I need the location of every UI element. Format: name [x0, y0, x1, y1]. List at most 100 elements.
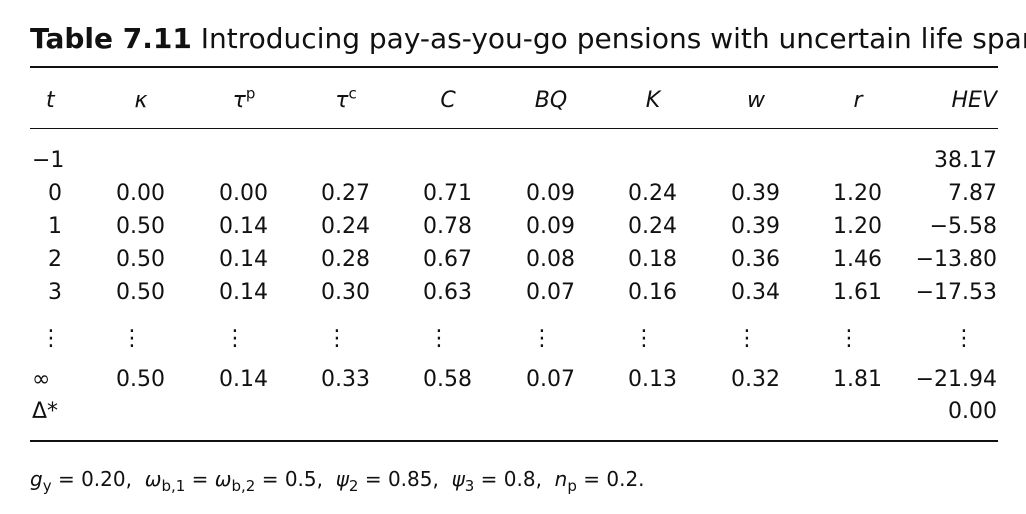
table-cell: ⋮	[121, 326, 143, 351]
note-text: = 0.85,	[358, 467, 439, 491]
table-note: gy = 0.20, ωb,1 = ωb,2 = 0.5, ψ2 = 0.85,…	[30, 466, 645, 495]
header-superscript: c	[348, 84, 357, 103]
table-cell: 0.14	[219, 247, 268, 272]
table-cell: 0.33	[321, 367, 370, 392]
table-cell: ⋮	[838, 326, 860, 351]
table-cell: 0.34	[731, 280, 780, 305]
table-cell: 0.07	[526, 367, 575, 392]
note-text: = 0.5,	[255, 467, 323, 491]
note-subscript: b,1	[161, 477, 186, 495]
table-cell: 0.00	[219, 181, 268, 206]
table-cell: −17.53	[915, 280, 997, 305]
table-cell: 0.50	[116, 280, 165, 305]
note-symbol: ω	[214, 467, 232, 491]
table-cell: 0.00	[948, 399, 997, 424]
table-cell: 0.39	[731, 214, 780, 239]
table-cell: 0.14	[219, 280, 268, 305]
header-symbol: r	[853, 88, 863, 113]
table-cell: 0.09	[526, 214, 575, 239]
table-cell: 0.71	[423, 181, 472, 206]
column-header: κ	[135, 88, 148, 114]
column-header: C	[440, 88, 455, 114]
title-text: Introducing pay-as-you-go pensions with …	[200, 22, 1026, 55]
note-text: = 0.2.	[576, 467, 645, 491]
table-cell: ⋮	[224, 326, 246, 351]
note-text: =	[185, 467, 209, 491]
header-rule	[30, 128, 998, 129]
table-cell: 0.32	[731, 367, 780, 392]
table-cell: 0.78	[423, 214, 472, 239]
table-cell: 0.24	[628, 214, 677, 239]
table-cell: ∞	[32, 367, 51, 392]
header-symbol: κ	[134, 88, 148, 113]
note-symbol: ψ	[451, 467, 465, 491]
table-cell: 0.50	[116, 367, 165, 392]
column-header: BQ	[535, 88, 567, 114]
table-cell: 0.27	[321, 181, 370, 206]
header-symbol: C	[440, 88, 456, 113]
table-cell: 1.20	[833, 214, 882, 239]
table-cell: 0.24	[321, 214, 370, 239]
header-symbol: K	[645, 88, 661, 113]
table-cell: 1.61	[833, 280, 882, 305]
table-cell: 3	[48, 280, 62, 305]
note-subscript: 3	[464, 477, 475, 495]
table-cell: ⋮	[633, 326, 655, 351]
note-subscript: p	[567, 477, 577, 495]
header-symbol: t	[46, 88, 55, 113]
table-cell: 0.07	[526, 280, 575, 305]
table-cell: 2	[48, 247, 62, 272]
note-subscript: b,2	[231, 477, 256, 495]
table-cell: 38.17	[934, 148, 997, 173]
table-cell: 0.50	[116, 214, 165, 239]
note-text: = 0.8,	[474, 467, 542, 491]
note-subscript: y	[42, 477, 52, 495]
table-cell: 0.63	[423, 280, 472, 305]
header-symbol: τ	[335, 88, 349, 113]
bottom-rule	[30, 440, 998, 442]
note-symbol: ω	[144, 467, 162, 491]
table-cell: 0.08	[526, 247, 575, 272]
table-cell: 0.14	[219, 367, 268, 392]
note-symbol: n	[554, 467, 568, 491]
table-cell: 1.20	[833, 181, 882, 206]
column-header: K	[646, 88, 660, 114]
table-cell: ⋮	[326, 326, 348, 351]
table-cell: Δ*	[32, 399, 59, 424]
column-header: τp	[232, 86, 256, 114]
header-symbol: w	[747, 88, 765, 113]
table-cell: 0.67	[423, 247, 472, 272]
table-cell: ⋮	[736, 326, 758, 351]
table-cell: 0.18	[628, 247, 677, 272]
table-cell: 0.16	[628, 280, 677, 305]
table-cell: −21.94	[915, 367, 997, 392]
table-cell: ⋮	[40, 326, 62, 351]
header-symbol: BQ	[534, 88, 568, 113]
column-header: r	[853, 88, 862, 114]
header-symbol: HEV	[951, 88, 998, 113]
table-cell: 0.09	[526, 181, 575, 206]
table-cell: 1.46	[833, 247, 882, 272]
table-label: Table 7.11	[30, 22, 192, 55]
column-header: HEV	[952, 88, 998, 114]
note-symbol: g	[30, 467, 43, 491]
table-cell: 1.81	[833, 367, 882, 392]
table-cell: 0.24	[628, 181, 677, 206]
header-symbol: τ	[232, 88, 246, 113]
table-cell: 0	[48, 181, 62, 206]
table-cell: ⋮	[953, 326, 975, 351]
note-symbol: ψ	[335, 467, 349, 491]
table-cell: 0.50	[116, 247, 165, 272]
table-cell: ⋮	[428, 326, 450, 351]
column-header: w	[747, 88, 765, 114]
column-header: t	[46, 88, 55, 114]
table-cell: 0.30	[321, 280, 370, 305]
table-cell: 0.39	[731, 181, 780, 206]
table-cell: 0.58	[423, 367, 472, 392]
table-cell: 0.13	[628, 367, 677, 392]
column-header: τc	[335, 84, 357, 114]
note-text: = 0.20,	[51, 467, 132, 491]
table-cell: 1	[48, 214, 62, 239]
table-title: Table 7.11 Introducing pay-as-you-go pen…	[30, 22, 1026, 56]
